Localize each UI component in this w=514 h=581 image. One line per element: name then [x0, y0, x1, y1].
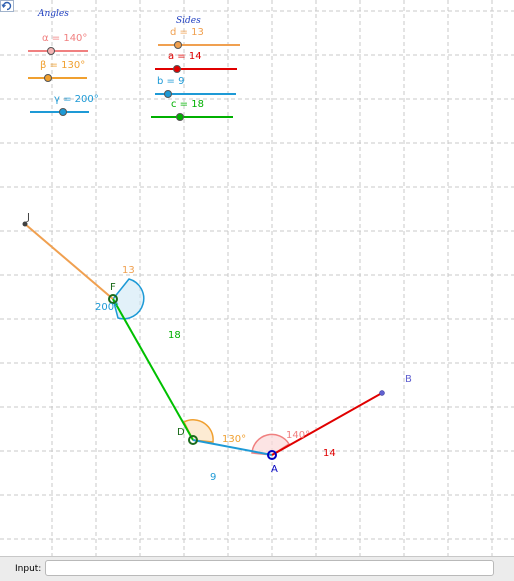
slider-d-handle[interactable]: [174, 41, 182, 49]
input-field[interactable]: [45, 560, 494, 576]
slider-beta-handle[interactable]: [44, 74, 52, 82]
slider-gamma-label: γ = 200°: [54, 94, 99, 105]
slider-a-handle[interactable]: [173, 65, 181, 73]
slider-c-label: c = 18: [171, 99, 204, 110]
slider-gamma-handle[interactable]: [59, 108, 67, 116]
sides-title: Sides: [176, 16, 201, 26]
segment-d[interactable]: [24, 223, 114, 300]
angle-beta-label: 130°: [222, 434, 246, 445]
slider-beta[interactable]: β = 130°: [28, 60, 87, 82]
segment-a-label: 14: [323, 448, 336, 459]
slider-alpha[interactable]: α = 140°: [28, 33, 88, 55]
point-a-label: A: [271, 464, 278, 475]
graphics-canvas[interactable]: Angles Sides α = 140° β = 130° γ = 200° …: [0, 0, 514, 556]
refresh-icon[interactable]: [0, 0, 14, 12]
slider-b-label: b = 9: [157, 76, 184, 87]
point-d[interactable]: [188, 435, 198, 445]
graphics-view[interactable]: Angles Sides α = 140° β = 130° γ = 200° …: [0, 0, 514, 556]
input-label: Input:: [15, 564, 42, 574]
point-b[interactable]: [379, 390, 385, 396]
slider-d[interactable]: d = 13: [158, 27, 240, 49]
grid: [0, 0, 514, 556]
slider-a-label: a = 14: [168, 51, 202, 62]
angle-alpha-label: 140°: [286, 430, 310, 441]
slider-d-label: d = 13: [170, 27, 204, 38]
point-d-label: D: [177, 427, 185, 438]
point-f[interactable]: [108, 294, 118, 304]
segment-c-label: 18: [168, 330, 181, 341]
slider-a[interactable]: a = 14: [155, 51, 237, 73]
slider-alpha-handle[interactable]: [47, 47, 55, 55]
point-j[interactable]: [22, 221, 28, 227]
point-b-label: B: [405, 374, 412, 385]
point-a[interactable]: [267, 450, 277, 460]
slider-alpha-label: α = 140°: [42, 33, 87, 44]
segment-a[interactable]: [271, 392, 383, 456]
segment-d-label: 13: [122, 265, 135, 276]
angle-gamma-label: 200°: [95, 302, 119, 313]
point-f-label: F: [110, 282, 116, 293]
slider-b[interactable]: b = 9: [155, 76, 236, 98]
angles-title: Angles: [37, 9, 69, 19]
slider-gamma[interactable]: γ = 200°: [30, 94, 99, 116]
slider-beta-label: β = 130°: [40, 60, 85, 71]
input-bar: Input:: [0, 556, 514, 581]
slider-c[interactable]: c = 18: [151, 99, 233, 121]
point-j-label: J: [26, 212, 30, 223]
slider-c-handle[interactable]: [176, 113, 184, 121]
segment-b-label: 9: [210, 472, 216, 483]
slider-b-handle[interactable]: [164, 90, 172, 98]
segment-c[interactable]: [112, 298, 194, 441]
segment-b[interactable]: [192, 439, 273, 456]
